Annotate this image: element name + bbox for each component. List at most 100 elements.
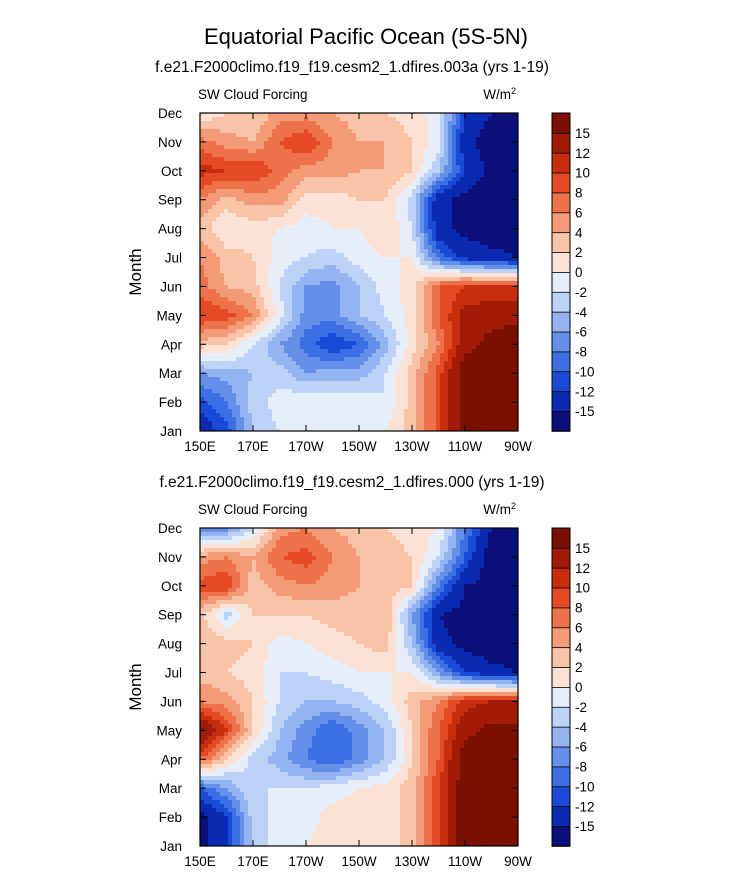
- heatmap-cell: [220, 229, 225, 234]
- heatmap-cell: [508, 261, 513, 266]
- heatmap-cell: [404, 233, 409, 238]
- heatmap-cell: [476, 113, 481, 118]
- heatmap-cell: [516, 157, 519, 162]
- heatmap-cell: [328, 125, 333, 130]
- heatmap-cell: [360, 181, 365, 186]
- heatmap-cell: [236, 213, 241, 218]
- heatmap-cell: [344, 141, 349, 146]
- heatmap-cell: [440, 313, 445, 318]
- heatmap-cell: [240, 113, 245, 118]
- heatmap-cell: [420, 357, 425, 362]
- heatmap-cell: [416, 265, 421, 270]
- heatmap-cell: [404, 309, 409, 314]
- heatmap-cell: [496, 209, 501, 214]
- heatmap-cell: [488, 261, 493, 266]
- heatmap-cell: [200, 157, 205, 162]
- heatmap-cell: [316, 285, 321, 290]
- heatmap-cell: [224, 181, 229, 186]
- heatmap-cell: [484, 153, 489, 158]
- heatmap-cell: [240, 273, 245, 278]
- heatmap-cell: [460, 353, 465, 358]
- heatmap-cell: [500, 117, 505, 122]
- heatmap-cell: [340, 197, 345, 202]
- heatmap-cell: [256, 229, 261, 234]
- heatmap-cell: [360, 341, 365, 346]
- heatmap-cell: [296, 281, 301, 286]
- heatmap-cell: [440, 173, 445, 178]
- heatmap-cell: [404, 229, 409, 234]
- heatmap-cell: [492, 353, 497, 358]
- heatmap-cell: [248, 273, 253, 278]
- heatmap-cell: [432, 177, 437, 182]
- heatmap-cell: [480, 209, 485, 214]
- heatmap-cell: [320, 353, 325, 358]
- heatmap-cell: [384, 317, 389, 322]
- heatmap-cell: [496, 145, 501, 150]
- heatmap-cell: [424, 153, 429, 158]
- heatmap-cell: [288, 125, 293, 130]
- heatmap-cell: [228, 149, 233, 154]
- heatmap-cell: [376, 173, 381, 178]
- heatmap-cell: [416, 249, 421, 254]
- heatmap-cell: [212, 153, 217, 158]
- heatmap-cell: [396, 165, 401, 170]
- heatmap-cell: [300, 129, 305, 134]
- heatmap-cell: [424, 257, 429, 262]
- heatmap-cell: [488, 185, 493, 190]
- heatmap-cell: [376, 305, 381, 310]
- heatmap-cell: [464, 261, 469, 266]
- heatmap-cell: [408, 193, 413, 198]
- heatmap-cell: [456, 117, 461, 122]
- heatmap-cell: [204, 205, 209, 210]
- heatmap-cell: [308, 361, 313, 366]
- heatmap-cell: [380, 117, 385, 122]
- heatmap-cell: [448, 321, 453, 326]
- heatmap-cell: [328, 189, 333, 194]
- heatmap-cell: [276, 333, 281, 338]
- heatmap-cell: [356, 145, 361, 150]
- heatmap-cell: [216, 357, 221, 362]
- heatmap-cell: [368, 145, 373, 150]
- heatmap-cell: [504, 277, 509, 282]
- heatmap-cell: [392, 197, 397, 202]
- heatmap-cell: [200, 133, 205, 138]
- heatmap-cell: [476, 289, 481, 294]
- heatmap-cell: [268, 169, 273, 174]
- heatmap-cell: [208, 233, 213, 238]
- heatmap-cell: [376, 281, 381, 286]
- heatmap-cell: [292, 181, 297, 186]
- heatmap-cell: [380, 345, 385, 350]
- heatmap-cell: [212, 221, 217, 226]
- heatmap-cell: [388, 121, 393, 126]
- heatmap-cell: [356, 241, 361, 246]
- heatmap-cell: [272, 277, 277, 282]
- heatmap-cell: [460, 161, 465, 166]
- heatmap-cell: [420, 137, 425, 142]
- heatmap-cell: [292, 325, 297, 330]
- heatmap-cell: [400, 305, 405, 310]
- heatmap-cell: [216, 225, 221, 230]
- heatmap-cell: [244, 249, 249, 254]
- heatmap-cell: [480, 293, 485, 298]
- heatmap-cell: [228, 353, 233, 358]
- heatmap-cell: [492, 305, 497, 310]
- heatmap-cell: [292, 265, 297, 270]
- heatmap-cell: [468, 261, 473, 266]
- heatmap-cell: [412, 257, 417, 262]
- heatmap-cell: [280, 241, 285, 246]
- heatmap-cell: [396, 189, 401, 194]
- heatmap-cell: [360, 113, 365, 118]
- heatmap-cell: [368, 141, 373, 146]
- heatmap-cell: [392, 181, 397, 186]
- heatmap-cell: [420, 349, 425, 354]
- heatmap-cell: [260, 169, 265, 174]
- heatmap-cell: [468, 161, 473, 166]
- heatmap-cell: [312, 301, 317, 306]
- heatmap-cell: [264, 305, 269, 310]
- heatmap-cell: [388, 321, 393, 326]
- heatmap-cell: [388, 221, 393, 226]
- heatmap-cell: [424, 345, 429, 350]
- heatmap-cell: [344, 221, 349, 226]
- heatmap-cell: [332, 193, 337, 198]
- heatmap-cell: [324, 177, 329, 182]
